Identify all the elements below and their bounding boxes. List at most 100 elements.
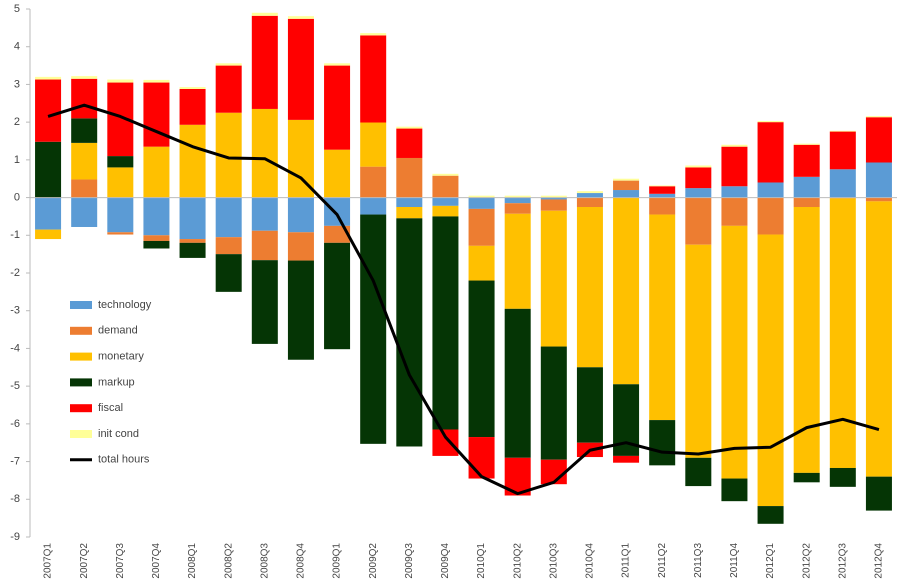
x-tick-label: 2007Q2 [79,543,90,579]
bar-segment [251,260,278,344]
bar-segment [576,197,603,207]
bar-segment [324,149,351,198]
bar-segment [107,232,134,235]
bar-segment [107,79,134,83]
bar-segment [685,244,712,458]
bar-segment [287,232,314,261]
bar-segment [360,33,387,36]
bar-segment [107,167,134,198]
bar-segment [71,179,98,198]
bar-segment [865,201,892,477]
y-tick-label: 0 [14,191,20,203]
bar-segment [396,207,423,219]
bar-segment [287,197,314,233]
x-tick-label: 2007Q1 [43,543,54,579]
x-tick-label: 2008Q3 [259,543,270,579]
bar-segment [215,63,242,66]
x-tick-label: 2012Q1 [765,543,776,579]
bar-segment [540,346,567,460]
bar-segment [685,457,712,487]
bar-segment [649,197,676,215]
bar-segment [757,506,784,524]
bar-segment [396,197,423,207]
bar-segment [757,122,784,183]
bar-segment [540,199,567,211]
bar-segment [829,130,856,132]
bar-segment [613,455,640,463]
bar-segment [576,191,603,194]
bar-segment [685,167,712,189]
bar-segment [576,367,603,443]
bar-segment [396,218,423,447]
bar-segment [649,193,676,198]
y-tick-label: 4 [14,41,20,53]
bar-segment [215,197,242,238]
bar-segment [540,197,567,200]
bar-segment [251,108,278,198]
legend-label: technology [98,299,152,311]
y-tick-label: 5 [14,3,20,15]
bar-segment [107,156,134,168]
x-tick-label: 2008Q2 [223,543,234,579]
bar-segment [215,65,242,113]
bar-segment [71,197,98,227]
bar-segment [649,214,676,421]
y-tick-label: -5 [10,380,20,392]
x-tick-label: 2009Q2 [368,543,379,579]
bar-segment [35,76,62,80]
bar-segment [432,175,459,198]
legend-swatch [70,301,92,309]
bar-segment [324,225,351,243]
bar-segment [468,195,495,198]
bar-segment [468,197,495,209]
bar-segment [432,216,459,430]
bar-segment [143,235,170,241]
bar-segment [215,254,242,292]
bar-segment [865,197,892,202]
bar-segment [71,78,98,119]
bar-segment [793,472,820,483]
bar-segment [143,146,170,198]
x-tick-label: 2012Q3 [837,543,848,579]
bar-segment [865,162,892,198]
bar-segment [829,198,856,468]
bar-segment [649,420,676,466]
x-tick-label: 2010Q4 [585,543,596,579]
x-tick-label: 2011Q2 [657,543,668,578]
x-tick-label: 2010Q1 [476,543,487,579]
bar-segment [324,63,351,66]
bar-segment [71,118,98,143]
bar-segment [360,166,387,198]
bar-segment [179,124,206,198]
x-tick-label: 2012Q2 [801,543,812,579]
x-tick-label: 2009Q1 [332,543,343,579]
bar-segment [793,144,820,177]
bar-segment [829,169,856,198]
bar-segment [179,197,206,240]
bar-segment [179,88,206,125]
y-tick-label: 3 [14,78,20,90]
bar-segment [685,165,712,168]
bar-segment [504,203,531,214]
bar-segment [251,230,278,261]
x-tick-label: 2010Q2 [512,543,523,579]
bar-segment [613,190,640,198]
line [47,103,880,496]
bar-segment [107,197,134,233]
bar-segment [865,116,892,118]
bar-segment [143,240,170,249]
bar-segment [721,146,748,187]
bar-segment [757,182,784,198]
bar-segment [396,128,423,158]
x-tick-label: 2007Q3 [115,543,126,579]
bar-segment [613,178,640,181]
bar-segment [829,467,856,487]
bar-segment [432,205,459,217]
x-tick-label: 2008Q4 [296,543,307,579]
bar-segment [432,429,459,456]
bar-segment [721,144,748,147]
bar-segment [360,197,387,215]
legend-swatch [70,404,92,413]
bar-segment [865,476,892,511]
